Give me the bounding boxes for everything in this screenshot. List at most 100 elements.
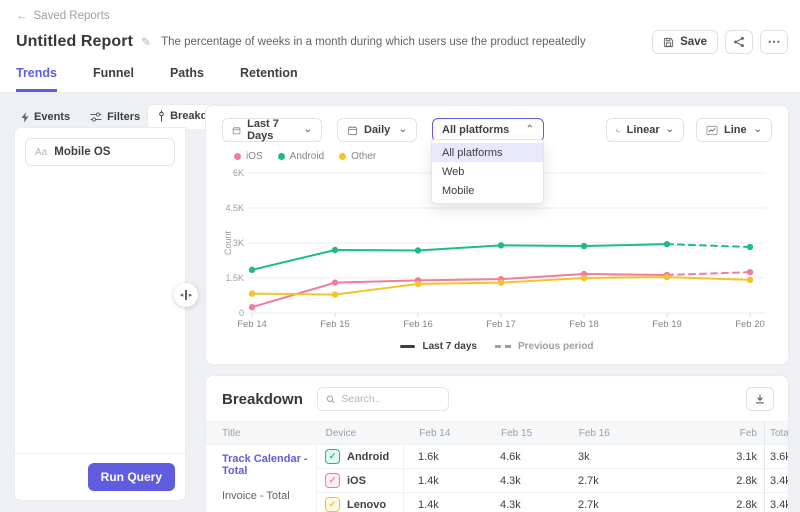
other-swatch bbox=[339, 153, 347, 160]
page-title: Untitled Report bbox=[16, 33, 134, 50]
ios-checkbox[interactable]: ✓ bbox=[325, 473, 340, 488]
column-header-device: Device bbox=[325, 427, 357, 439]
table-header-row: Title Device Feb 14 Feb 15 Feb 16 Feb To… bbox=[206, 421, 788, 445]
run-query-button[interactable]: Run Query bbox=[87, 463, 175, 491]
device-cell: ✓ Android bbox=[316, 445, 404, 468]
device-label: Lenovo bbox=[347, 498, 387, 511]
chevron-down-icon: ⌄ bbox=[665, 124, 674, 135]
table-row-ios: ✓ iOS 1.4k 4.3k 2.7k 2.8k 3.4k bbox=[316, 469, 788, 493]
column-header-feb15: Feb 15 bbox=[501, 427, 533, 439]
android-checkbox[interactable]: ✓ bbox=[325, 449, 340, 464]
back-label: Saved Reports bbox=[33, 10, 110, 22]
calendar-icon bbox=[232, 126, 241, 134]
total-cell: 3.6k bbox=[764, 445, 788, 468]
previous-period-label: Previous period bbox=[517, 341, 594, 352]
ios-swatch bbox=[234, 153, 241, 160]
edit-title-icon[interactable]: ✎ bbox=[141, 35, 152, 49]
chevron-down-icon: ⌄ bbox=[398, 124, 407, 135]
svg-text:Feb 17: Feb 17 bbox=[486, 319, 516, 330]
filters-icon bbox=[90, 112, 102, 122]
column-header-feb16: Feb 16 bbox=[578, 427, 610, 439]
search-icon bbox=[326, 395, 335, 403]
breakdown-search[interactable] bbox=[316, 387, 449, 411]
panel-resize-handle[interactable]: ◂ ▸ bbox=[174, 283, 198, 307]
column-header-total[interactable]: Total ⌄ bbox=[764, 422, 788, 444]
platform-select[interactable]: All platforms ⌃ bbox=[432, 118, 544, 142]
value-cell: 4.3k bbox=[500, 498, 521, 511]
value-cell: 1.4k bbox=[418, 498, 439, 511]
report-row-title[interactable]: Track Calendar - Total bbox=[222, 453, 308, 477]
menu-item-mobile[interactable]: Mobile bbox=[442, 184, 475, 197]
breakdown-query-panel: Aa Mobile OS Run Query bbox=[14, 127, 186, 501]
value-cell: 3.1k bbox=[736, 450, 757, 463]
breakdown-property-field[interactable]: Aa Mobile OS bbox=[25, 138, 175, 166]
save-button[interactable]: Save bbox=[652, 30, 718, 54]
date-range-select[interactable]: Last 7 Days ⌄ bbox=[222, 118, 322, 142]
resize-left-icon: ◂ bbox=[179, 292, 184, 299]
svg-text:6K: 6K bbox=[233, 168, 244, 178]
platform-value: All platforms bbox=[442, 124, 510, 136]
current-period-legend: Last 7 days bbox=[400, 341, 477, 352]
value-cell: 1.6k bbox=[418, 450, 439, 463]
total-label: Total bbox=[770, 427, 789, 439]
svg-text:1.5K: 1.5K bbox=[225, 273, 244, 283]
tab-retention[interactable]: Retention bbox=[240, 66, 298, 80]
tab-funnel[interactable]: Funnel bbox=[93, 66, 134, 80]
previous-period-legend: Previous period bbox=[494, 341, 594, 352]
report-tabs: Trends Funnel Paths Retention bbox=[0, 54, 800, 93]
scale-value: Linear bbox=[626, 124, 660, 136]
column-header-feb17: Feb bbox=[739, 427, 757, 439]
tab-paths[interactable]: Paths bbox=[169, 66, 205, 80]
breakdown-search-input[interactable] bbox=[341, 393, 440, 405]
back-arrow-icon: ← bbox=[16, 10, 28, 22]
column-header-title: Title bbox=[222, 427, 241, 439]
breakdown-property-value: Mobile OS bbox=[54, 146, 111, 158]
report-row-title: Invoice - Total bbox=[222, 490, 290, 502]
line-chart-icon bbox=[706, 125, 718, 135]
value-cell: 4.6k bbox=[500, 450, 521, 463]
chart-type-value: Line bbox=[724, 124, 747, 136]
lenovo-checkbox[interactable]: ✓ bbox=[325, 497, 340, 512]
scale-select[interactable]: Linear ⌄ bbox=[606, 118, 684, 142]
svg-text:Feb 18: Feb 18 bbox=[569, 319, 599, 330]
value-cell: 2.7k bbox=[578, 474, 599, 487]
value-cell: 1.4k bbox=[418, 474, 439, 487]
download-icon bbox=[756, 394, 764, 404]
calendar-icon bbox=[347, 125, 358, 135]
granularity-select[interactable]: Daily ⌄ bbox=[337, 118, 417, 142]
android-swatch bbox=[277, 153, 285, 160]
query-panel-footer: Run Query bbox=[15, 453, 185, 500]
table-row-lenovo: ✓ Lenovo 1.4k 4.3k 2.7k 2.8k 3.4k bbox=[316, 493, 788, 512]
back-link[interactable]: ← Saved Reports bbox=[0, 0, 110, 22]
menu-item-web[interactable]: Web bbox=[442, 165, 465, 178]
tab-trends[interactable]: Trends bbox=[16, 66, 57, 92]
period-legend: Last 7 days Previous period bbox=[222, 341, 772, 352]
chevron-down-icon: ⌄ bbox=[753, 124, 762, 135]
share-icon bbox=[734, 36, 744, 48]
device-label: Android bbox=[347, 450, 390, 463]
total-cell: 3.4k bbox=[764, 493, 788, 512]
menu-item-all-platforms[interactable]: All platforms bbox=[432, 143, 543, 162]
more-options-button[interactable]: ⋯ bbox=[760, 30, 788, 54]
granularity-value: Daily bbox=[364, 124, 391, 136]
value-cell: 3k bbox=[578, 450, 590, 463]
report-header: ← Saved Reports Untitled Report ✎ The pe… bbox=[0, 0, 800, 93]
title-column: Track Calendar - Total Invoice - Total bbox=[206, 445, 316, 512]
query-tab-filters[interactable]: Filters bbox=[83, 106, 147, 129]
device-cell: ✓ iOS bbox=[316, 469, 404, 492]
trend-line-chart: 0 1.5K 3K 4.5K 6K Feb 14 Feb 15 Feb 16 Feb 17 Feb… bbox=[223, 168, 766, 330]
share-button[interactable] bbox=[725, 30, 753, 54]
total-cell: 3.4k bbox=[764, 469, 788, 492]
text-type-icon: Aa bbox=[35, 146, 48, 158]
svg-text:4.5K: 4.5K bbox=[225, 203, 244, 213]
svg-text:Feb 20: Feb 20 bbox=[735, 319, 765, 330]
query-tab-events[interactable]: Events bbox=[14, 106, 77, 129]
legend-item-ios: iOS bbox=[234, 151, 263, 162]
save-icon bbox=[664, 37, 674, 47]
svg-text:Count: Count bbox=[223, 231, 233, 256]
svg-text:3K: 3K bbox=[233, 238, 244, 248]
download-button[interactable] bbox=[746, 387, 774, 411]
column-header-feb14: Feb 14 bbox=[419, 427, 451, 439]
chart-type-select[interactable]: Line ⌄ bbox=[696, 118, 772, 142]
axis-icon bbox=[616, 128, 621, 132]
